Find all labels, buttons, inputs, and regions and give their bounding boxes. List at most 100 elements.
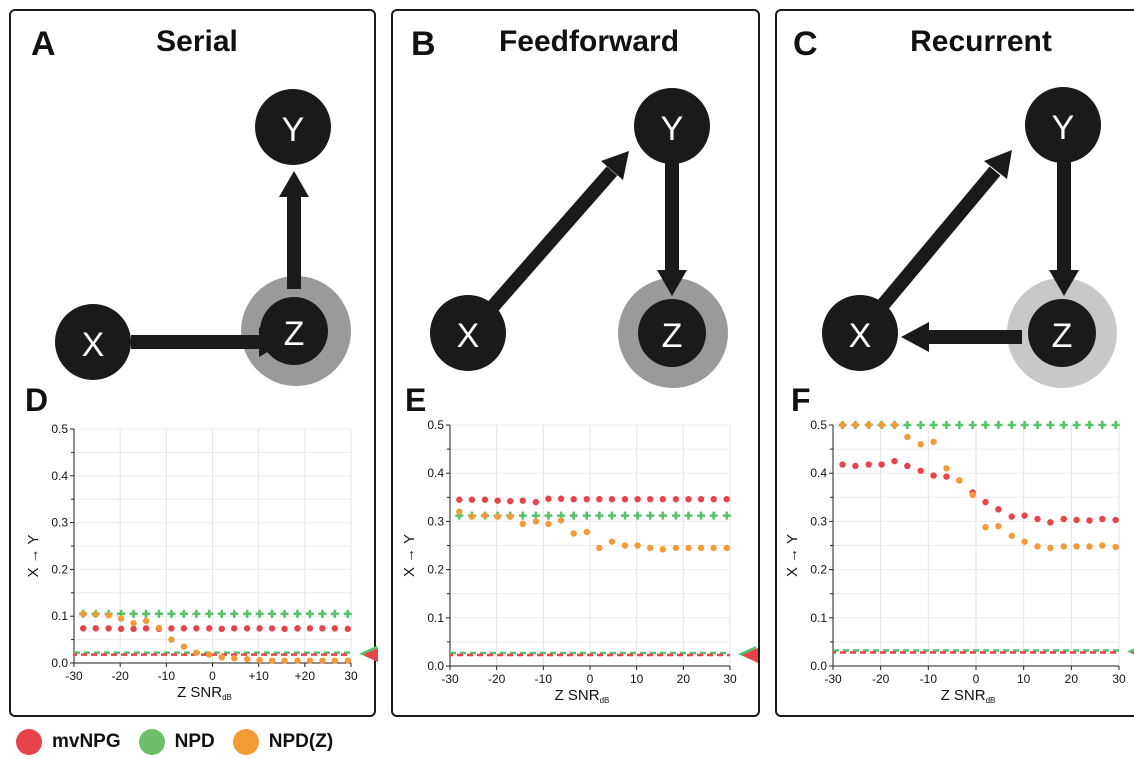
npd-point <box>929 421 938 429</box>
npdz-point <box>697 544 705 552</box>
x-tick-label: 0 <box>587 672 594 686</box>
mvnpg-point <box>142 625 150 632</box>
npdz-point <box>331 657 339 664</box>
npdz-point <box>319 657 326 664</box>
arrow-x-to-y <box>876 166 1001 311</box>
x-axis-label-subscript: dB <box>600 696 610 705</box>
x-tick-label: -30 <box>65 669 83 683</box>
x-axis-label-subscript: dB <box>986 696 996 705</box>
mvnpg-point <box>723 496 730 503</box>
npd-point <box>1007 421 1016 429</box>
npdz-point <box>481 512 489 519</box>
npd-point <box>167 609 176 618</box>
x-tick-label: 10 <box>630 672 644 686</box>
x-tick-label: 30 <box>723 672 737 686</box>
arrowhead-y-to-z <box>657 270 687 296</box>
mvnpg-point <box>659 496 666 503</box>
y-tick-label: 0.4 <box>427 466 444 480</box>
npd-point <box>343 609 352 618</box>
panel-letter: C <box>793 25 818 63</box>
mvnpg-point <box>982 498 989 506</box>
x-tick-label: -30 <box>824 672 842 686</box>
mvnpg-point <box>1021 512 1028 519</box>
npd-point <box>217 609 226 618</box>
npdz-point <box>1047 544 1054 552</box>
x-axis-label-subscript: dB <box>222 693 232 702</box>
npdz-point <box>1086 543 1093 550</box>
npd-point <box>1111 421 1120 429</box>
npdz-point <box>545 520 552 528</box>
npdz-point <box>852 421 859 429</box>
panel-recurrent: C Recurrent Y X Z F 0.0 0.1 0.2 0.3 0.4 0.5 -3… <box>775 9 1134 717</box>
npd-point <box>595 511 604 520</box>
npdz-point <box>456 508 463 515</box>
npdz-point <box>659 546 666 553</box>
panel-letter: B <box>411 25 436 63</box>
mvnpg-point <box>494 497 501 504</box>
npdz-point <box>519 520 526 528</box>
npdz-point <box>672 544 680 552</box>
x-node <box>430 295 506 371</box>
y-node <box>634 88 710 164</box>
npdz-point <box>294 657 301 664</box>
y-tick-label: 0.0 <box>51 656 68 670</box>
mvnpg-point <box>468 496 476 503</box>
npdz-point <box>982 523 989 531</box>
mvnpg-point <box>995 506 1002 513</box>
mvnpg-point <box>243 625 251 632</box>
mvnpg-point <box>608 496 616 503</box>
mvnpg-point <box>331 625 339 632</box>
mvnpg-point <box>105 625 112 632</box>
npdz-point <box>917 441 924 448</box>
npd-point <box>968 421 977 429</box>
npdz-point <box>1099 542 1106 549</box>
x-tick-label: -10 <box>535 672 553 686</box>
mvnpg-point <box>621 496 629 503</box>
npdz-point <box>1034 543 1041 550</box>
npdz-point <box>723 544 730 552</box>
npd-point <box>129 609 138 618</box>
npdz-point <box>256 656 263 664</box>
mvnpg-point <box>1008 513 1015 520</box>
chart-letter: D <box>25 382 48 418</box>
x-tick-label: -20 <box>488 672 506 686</box>
z-node <box>638 299 706 367</box>
legend: mvNPG NPD NPD(Z) <box>16 728 351 756</box>
mvnpg-point <box>1047 519 1054 526</box>
y-tick-label: 0.0 <box>810 659 827 673</box>
npdz-point <box>306 657 314 664</box>
y-node-label: Y <box>282 111 305 149</box>
mvnpg-point <box>319 625 326 632</box>
mvnpg-point <box>256 625 263 632</box>
mvnpg-point <box>891 457 898 465</box>
npdz-point <box>507 513 514 520</box>
npd-point <box>582 511 591 520</box>
npd-point <box>916 421 925 429</box>
mvnpg-point <box>519 497 526 504</box>
npd-point <box>243 609 252 618</box>
mvnpg-point <box>557 495 565 502</box>
y-axis-label: X → Y <box>401 534 418 577</box>
mvnpg-point <box>865 461 872 468</box>
feedforward-figure: B Feedforward Y X Z E 0.0 0.1 0.2 0.3 0.4 0.5… <box>401 25 758 705</box>
mvnpg-point <box>697 496 705 503</box>
y-tick-label: 0.1 <box>51 609 68 623</box>
npd-point <box>230 609 239 618</box>
chart-serial: 0.0 0.1 0.2 0.3 0.4 0.5 -30 -20 -10 0 +10 +20 30 Z SN… <box>25 422 379 702</box>
y-tick-label: 0.1 <box>427 611 444 625</box>
mvnpg-threshold-marker <box>742 647 758 663</box>
mvnpg-point <box>672 496 680 503</box>
legend-label: mvNPG <box>52 731 121 752</box>
npdz-point <box>1008 532 1015 540</box>
chart-letter: E <box>405 382 426 418</box>
npdz-point <box>865 421 872 429</box>
npdz-point <box>155 624 163 632</box>
x-tick-label: -20 <box>872 672 890 686</box>
npdz-point <box>80 610 87 618</box>
npd-point <box>305 609 314 618</box>
npd-point <box>722 511 731 520</box>
legend-swatch <box>138 729 165 755</box>
npdz-point <box>570 530 577 537</box>
x-tick-label: -20 <box>111 669 129 683</box>
mvnpg-point <box>545 495 552 502</box>
